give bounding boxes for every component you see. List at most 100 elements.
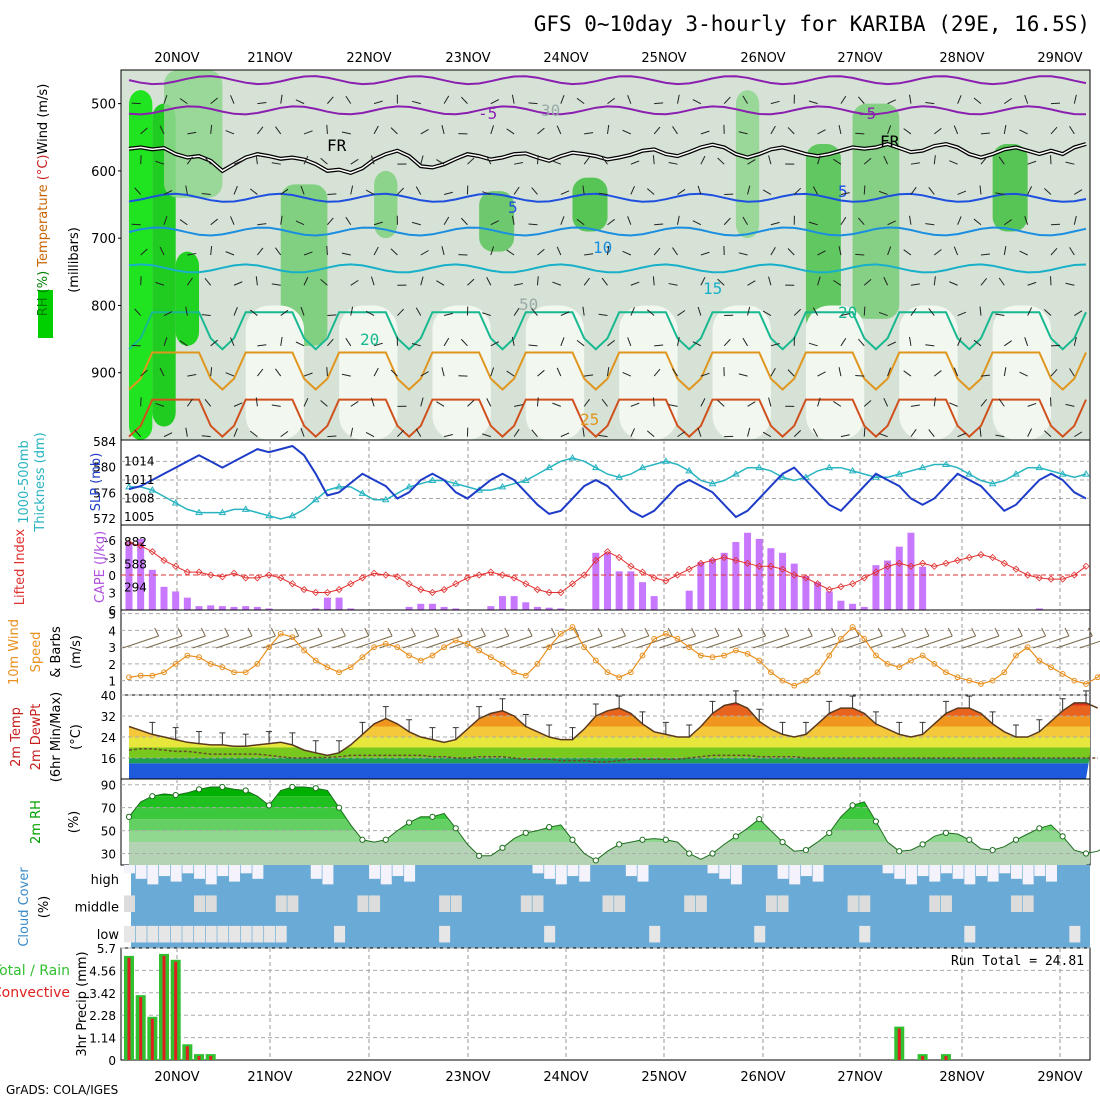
wind-barb <box>768 276 772 286</box>
convective-bar <box>150 1018 154 1060</box>
thickness-marker <box>265 511 273 519</box>
slp-tick-label: 1008 <box>124 491 155 505</box>
wind-barb <box>729 635 766 649</box>
thickness-marker <box>148 486 157 493</box>
thickness-tick-label: 572 <box>93 512 116 526</box>
wind-barb <box>652 155 655 165</box>
wind-marker <box>429 652 436 659</box>
wind-barb-tick <box>551 627 556 637</box>
y-tick-label: 800 <box>91 299 116 314</box>
rh-marker <box>335 804 343 811</box>
temperature-band <box>129 747 1090 758</box>
thickness-marker <box>1082 470 1090 477</box>
wind-marker <box>756 657 763 664</box>
wind-barb <box>542 635 579 649</box>
wind-barb-tick <box>504 627 510 637</box>
wind-barb <box>980 132 990 135</box>
wind-barb <box>420 155 424 165</box>
high-cloud <box>964 865 976 885</box>
wind-marker <box>511 669 518 676</box>
wind-barb <box>607 124 610 134</box>
wind-barb <box>677 336 680 346</box>
wind-barb-tick <box>621 627 626 637</box>
temp-axis-label-4: (°C) <box>69 724 84 750</box>
cape-bar <box>814 582 822 610</box>
rh-marker <box>966 836 973 843</box>
wind-marker <box>371 644 377 651</box>
low-cloud <box>334 925 346 943</box>
wind-barb <box>326 124 328 134</box>
wind-barb <box>933 370 942 377</box>
wind-barb <box>949 402 958 407</box>
wind-barb <box>840 192 850 195</box>
li-marker <box>732 556 740 564</box>
rh-tick-label: 70 <box>101 802 116 816</box>
li-marker <box>685 565 693 573</box>
wind-barb <box>630 428 635 437</box>
mid-cloud <box>439 895 451 913</box>
wind-barb <box>560 95 565 104</box>
wind-barb <box>1024 216 1029 225</box>
wind-barb <box>747 280 756 286</box>
y-axis-label: RH (%) Temperature (°C)Wind (m/s) <box>36 84 51 317</box>
high-cloud <box>894 865 906 879</box>
li-marker <box>802 574 810 582</box>
wind-marker <box>289 634 296 641</box>
li-axis-label: Lifted Index <box>13 528 28 605</box>
wind-barb-tick <box>247 627 253 637</box>
wind-barb <box>350 401 359 407</box>
wind-barb <box>210 97 219 105</box>
high-cloud <box>812 865 824 882</box>
li-marker <box>907 562 915 570</box>
wind-barb <box>770 100 780 105</box>
low-cloud <box>754 925 766 943</box>
wind-barb <box>163 190 173 195</box>
wind-barb <box>1004 219 1012 226</box>
dry-region <box>432 305 491 440</box>
wind-barb <box>933 249 942 256</box>
wind-axis-label-3: & Barbs <box>49 626 64 678</box>
cape-bar <box>148 569 156 610</box>
wind-barb <box>1043 309 1052 316</box>
wind-barb <box>646 188 655 195</box>
wind-barb <box>233 160 243 165</box>
wind-barb <box>345 95 352 104</box>
wind-barb <box>320 278 328 286</box>
dry-region <box>805 305 865 440</box>
wind-barb <box>738 252 748 256</box>
wind-barb <box>1043 430 1052 438</box>
wind-barb <box>622 371 632 377</box>
contour-label: 25 <box>580 410 599 429</box>
wind-barb <box>817 371 826 377</box>
cape-bar <box>895 546 903 610</box>
wind-barb-tick <box>644 627 650 637</box>
date-label-top: 27NOV <box>837 51 882 66</box>
wind-barb-tick <box>877 627 883 637</box>
thickness-axis-label-2: Thickness (dm) <box>33 432 48 532</box>
thickness-marker <box>171 498 180 506</box>
high-cloud <box>252 865 264 879</box>
li-marker <box>1000 559 1008 567</box>
wind-barb <box>472 635 509 649</box>
rh-tick-label: 30 <box>101 848 116 862</box>
wind-marker <box>662 630 669 637</box>
li-tick-label: 6 <box>108 604 116 618</box>
wind-barb <box>303 276 309 286</box>
wind-barb-tick <box>434 627 440 637</box>
wind-marker <box>1071 677 1078 684</box>
wind-barb <box>295 341 305 347</box>
rh-marker <box>1059 833 1066 840</box>
high-cloud <box>1034 865 1046 877</box>
high-cloud <box>555 865 567 885</box>
wind-barb <box>441 367 445 377</box>
wind-marker <box>826 652 833 659</box>
thickness-marker <box>568 454 577 461</box>
high-cloud <box>952 865 964 879</box>
wind-marker <box>744 650 751 657</box>
wind-barb <box>953 246 959 256</box>
precip-tick-label: 1.14 <box>89 1032 116 1046</box>
wind-barb-tick <box>597 627 603 637</box>
wind-barb <box>482 191 491 195</box>
wind-barb <box>1009 635 1046 649</box>
temp-axis-label-3: (6hr Min/Max) <box>49 692 64 782</box>
